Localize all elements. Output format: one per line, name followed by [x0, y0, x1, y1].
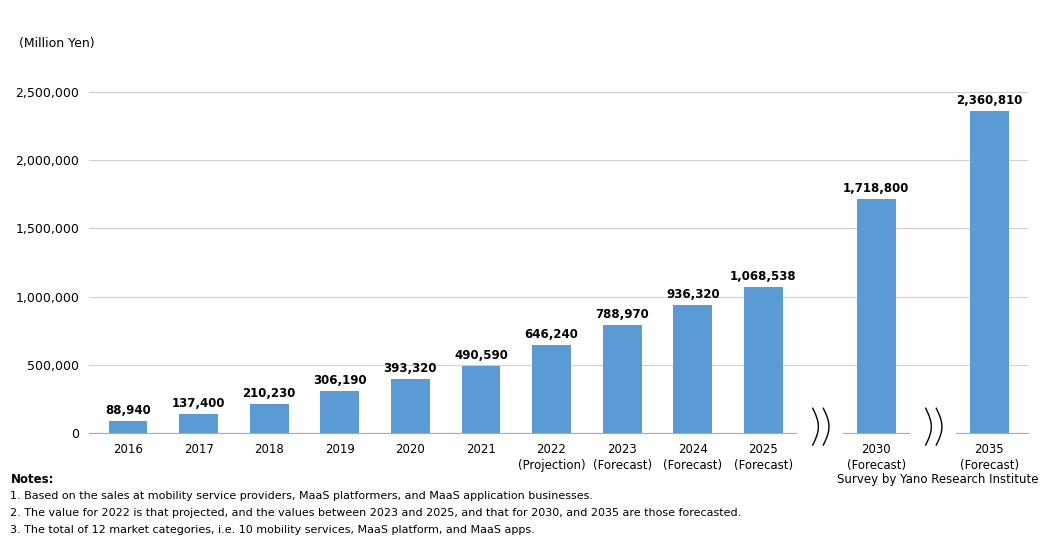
- Text: 1,068,538: 1,068,538: [730, 270, 796, 283]
- Bar: [603, 325, 642, 433]
- Text: 1. Based on the sales at mobility service providers, MaaS platformers, and MaaS : 1. Based on the sales at mobility servic…: [10, 491, 594, 500]
- Bar: [320, 391, 359, 433]
- Text: 3. The total of 12 market categories, i.e. 10 mobility services, MaaS platform, : 3. The total of 12 market categories, i.…: [10, 525, 535, 535]
- Bar: [462, 366, 500, 433]
- Bar: [673, 305, 712, 433]
- Bar: [969, 111, 1008, 433]
- Text: 393,320: 393,320: [384, 362, 437, 375]
- Text: 1,718,800: 1,718,800: [843, 182, 909, 195]
- Text: 210,230: 210,230: [242, 387, 296, 400]
- Text: 306,190: 306,190: [313, 374, 366, 387]
- Text: Notes:: Notes:: [10, 473, 53, 486]
- Bar: [179, 414, 218, 433]
- Bar: [744, 287, 783, 433]
- Text: 88,940: 88,940: [105, 404, 151, 417]
- Bar: [532, 345, 571, 433]
- Text: 788,970: 788,970: [595, 308, 649, 321]
- FancyBboxPatch shape: [911, 411, 956, 455]
- Text: 936,320: 936,320: [666, 288, 720, 301]
- Bar: [857, 199, 896, 433]
- Bar: [109, 421, 148, 433]
- Text: 490,590: 490,590: [454, 349, 508, 362]
- Text: 646,240: 646,240: [524, 328, 578, 341]
- Text: 137,400: 137,400: [172, 397, 226, 410]
- Text: 2,360,810: 2,360,810: [956, 94, 1023, 107]
- Text: Survey by Yano Research Institute: Survey by Yano Research Institute: [837, 473, 1039, 486]
- FancyBboxPatch shape: [797, 411, 842, 455]
- Bar: [391, 379, 430, 433]
- Bar: [250, 404, 288, 433]
- Text: (Million Yen): (Million Yen): [19, 37, 94, 50]
- Text: 2. The value for 2022 is that projected, and the values between 2023 and 2025, a: 2. The value for 2022 is that projected,…: [10, 508, 742, 518]
